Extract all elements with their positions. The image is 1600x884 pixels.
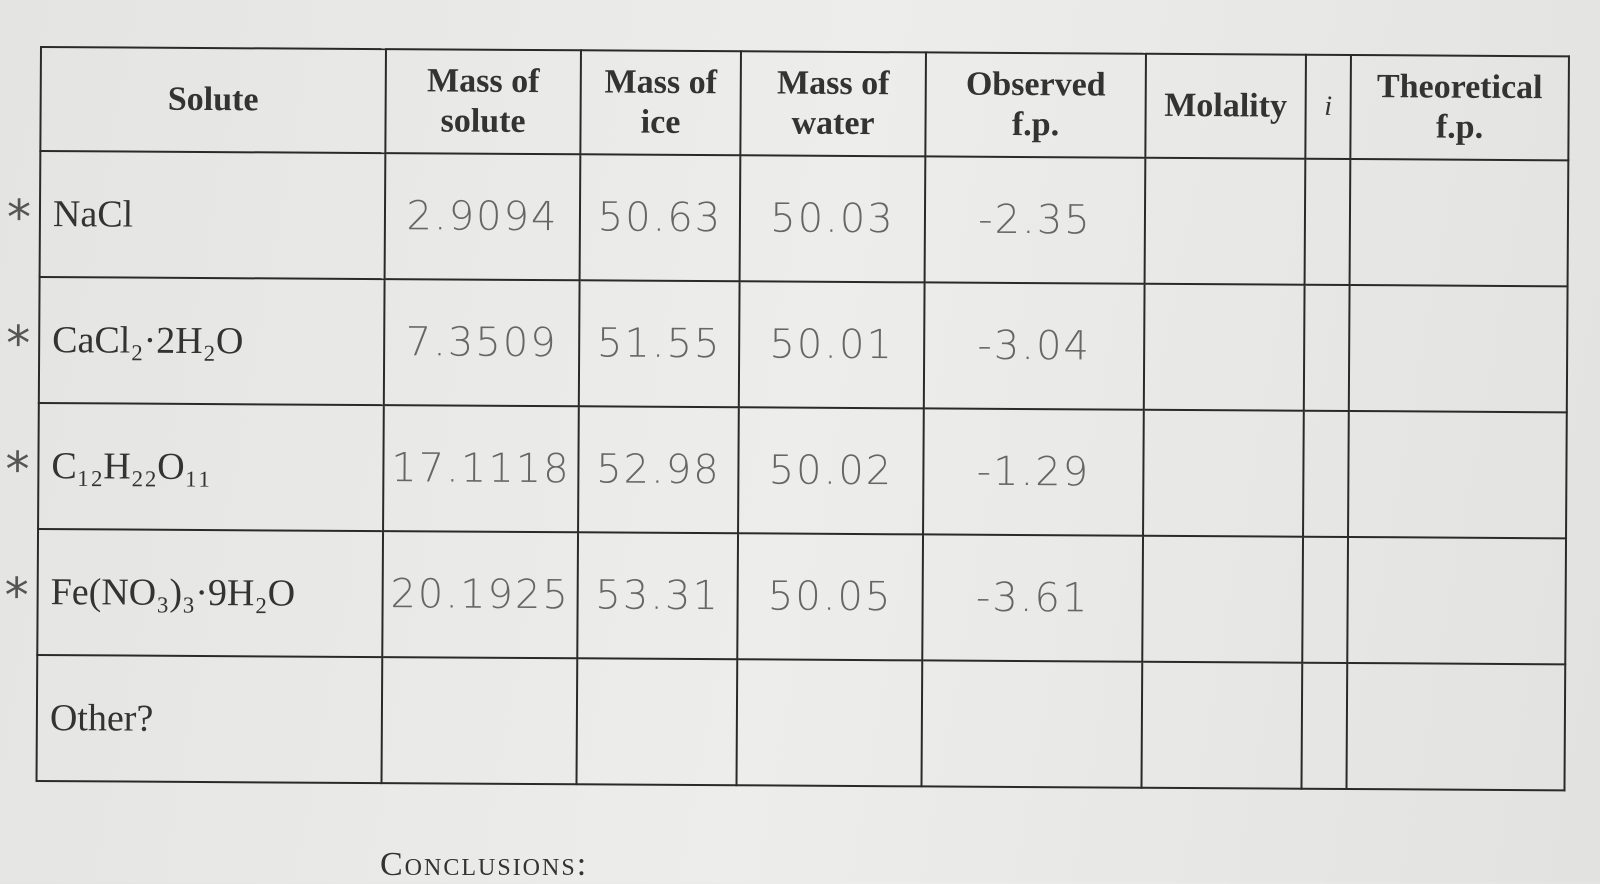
- header-text: water: [791, 104, 875, 143]
- table-cell: 20.1925: [382, 531, 579, 659]
- table-cell: [1304, 158, 1351, 286]
- solute-name: Fe(NO₃)₃·9H₂O: [50, 571, 296, 615]
- handwritten-mark: *: [6, 315, 31, 372]
- header-text: Solute: [167, 80, 259, 119]
- table-cell: [1346, 662, 1566, 791]
- table-body: * NaCl 2.9094 50.63 50.03 -2.35 * CaCl₂·2H₂O 7.3…: [4, 151, 1569, 791]
- table-cell: 52.98: [578, 406, 739, 534]
- solute-cell: * NaCl: [7, 151, 386, 280]
- table-cell: -2.35: [924, 156, 1146, 284]
- table-cell: [1349, 159, 1569, 287]
- table-cell: [1302, 536, 1349, 663]
- table-cell: [1143, 283, 1305, 411]
- header-text: Theoretical: [1376, 68, 1543, 107]
- data-table: Solute Mass of solute Mass of ice Mass of wate…: [4, 46, 1570, 791]
- table-cell: 2.9094: [384, 153, 581, 281]
- handwritten-value: 7.3509: [405, 319, 558, 367]
- solute-cell: * C₁₂H₂₂O₁₁: [5, 402, 384, 532]
- solute-name: Other?: [49, 697, 154, 740]
- header-cell: Mass of ice: [580, 50, 741, 156]
- handwritten-value: 50.01: [769, 321, 895, 369]
- handwritten-mark: *: [4, 567, 29, 624]
- header-text: ice: [640, 103, 681, 141]
- table-cell: -3.61: [922, 534, 1144, 662]
- handwritten-mark: *: [6, 189, 32, 246]
- header-text: Mass of: [776, 64, 890, 103]
- header-cell: Molality: [1145, 53, 1306, 159]
- table-cell: 53.31: [577, 532, 739, 660]
- table-cell: [1303, 284, 1350, 412]
- table-cell: -1.29: [923, 408, 1144, 536]
- handwritten-value: -3.04: [977, 322, 1092, 370]
- table-row: * C₁₂H₂₂O₁₁ 17.1118 52.98 50.02 -1.29: [5, 402, 1567, 539]
- table-cell: 50.63: [579, 154, 741, 282]
- table-cell: [1142, 535, 1304, 663]
- table-cell: [576, 658, 738, 786]
- handwritten-mark: *: [5, 441, 30, 498]
- table-cell: 50.02: [738, 407, 924, 535]
- table-cell: 50.05: [737, 533, 924, 661]
- table-cell: 7.3509: [383, 279, 580, 407]
- table-cell: [921, 660, 1143, 788]
- table-row: * Fe(NO₃)₃·9H₂O 20.1925 53.31 50.05 -3.61: [4, 528, 1567, 665]
- handwritten-value: 50.03: [770, 195, 895, 243]
- handwritten-value: 20.1925: [390, 571, 570, 619]
- header-text: Molality: [1164, 86, 1288, 125]
- header-text: f.p.: [1435, 108, 1484, 146]
- handwritten-value: -2.35: [978, 196, 1092, 244]
- table-cell: [1301, 662, 1348, 789]
- header-text: Observed: [965, 65, 1106, 104]
- header-text: i: [1324, 90, 1333, 122]
- table-cell: [381, 657, 578, 785]
- table-cell: [1141, 661, 1303, 789]
- handwritten-value: 50.02: [768, 447, 894, 495]
- header-cell: Observed f.p.: [925, 52, 1146, 158]
- table-row: * NaCl 2.9094 50.63 50.03 -2.35: [7, 151, 1569, 287]
- section-heading: Conclusions:: [380, 846, 589, 883]
- handwritten-value: -3.61: [975, 574, 1090, 622]
- header-cell: i: [1305, 54, 1351, 160]
- handwritten-value: 52.98: [596, 446, 721, 494]
- table-cell: [1144, 157, 1306, 285]
- table-cell: [736, 659, 923, 787]
- solute-name: C₁₂H₂₂O₁₁: [51, 445, 212, 489]
- table-cell: [1348, 411, 1567, 539]
- handwritten-value: 50.63: [597, 194, 723, 242]
- header-text: f.p.: [1011, 105, 1060, 144]
- solute-cell: Other?: [36, 654, 383, 784]
- solute-name: CaCl₂·2H₂O: [52, 319, 244, 363]
- table-cell: [1303, 410, 1349, 537]
- table-cell: [1348, 285, 1568, 413]
- handwritten-value: 2.9094: [406, 193, 559, 241]
- table-cell: [1143, 409, 1304, 537]
- table-cell: [1347, 536, 1567, 665]
- header-cell: Mass of solute: [385, 49, 581, 155]
- header-text: Mass of: [604, 63, 718, 102]
- table-row: * CaCl₂·2H₂O 7.3509 51.55 50.01 -3.04: [6, 277, 1568, 413]
- header-cell: Mass of water: [740, 51, 926, 157]
- table-cell: 50.03: [739, 155, 926, 283]
- header-text: Mass of: [426, 62, 540, 101]
- table-cell: -3.04: [923, 282, 1145, 410]
- header-cell: Solute: [40, 47, 386, 154]
- solute-cell: * Fe(NO₃)₃·9H₂O: [4, 528, 384, 658]
- table-cell: 51.55: [578, 280, 740, 408]
- handwritten-value: 17.1118: [391, 445, 571, 493]
- header-text: solute: [440, 102, 526, 140]
- header-cell: Theoretical f.p.: [1350, 55, 1569, 161]
- solute-cell: * CaCl₂·2H₂O: [6, 277, 385, 406]
- handwritten-value: -1.29: [976, 448, 1091, 496]
- solute-name: NaCl: [52, 193, 134, 236]
- handwritten-value: 53.31: [595, 572, 721, 620]
- handwritten-value: 51.55: [596, 320, 722, 368]
- table-cell: 50.01: [738, 281, 925, 409]
- table-row: Other?: [36, 654, 1566, 791]
- table-cell: 17.1118: [383, 405, 579, 533]
- handwritten-value: 50.05: [767, 573, 893, 621]
- header-row: Solute Mass of solute Mass of ice Mass of wate…: [40, 47, 1569, 161]
